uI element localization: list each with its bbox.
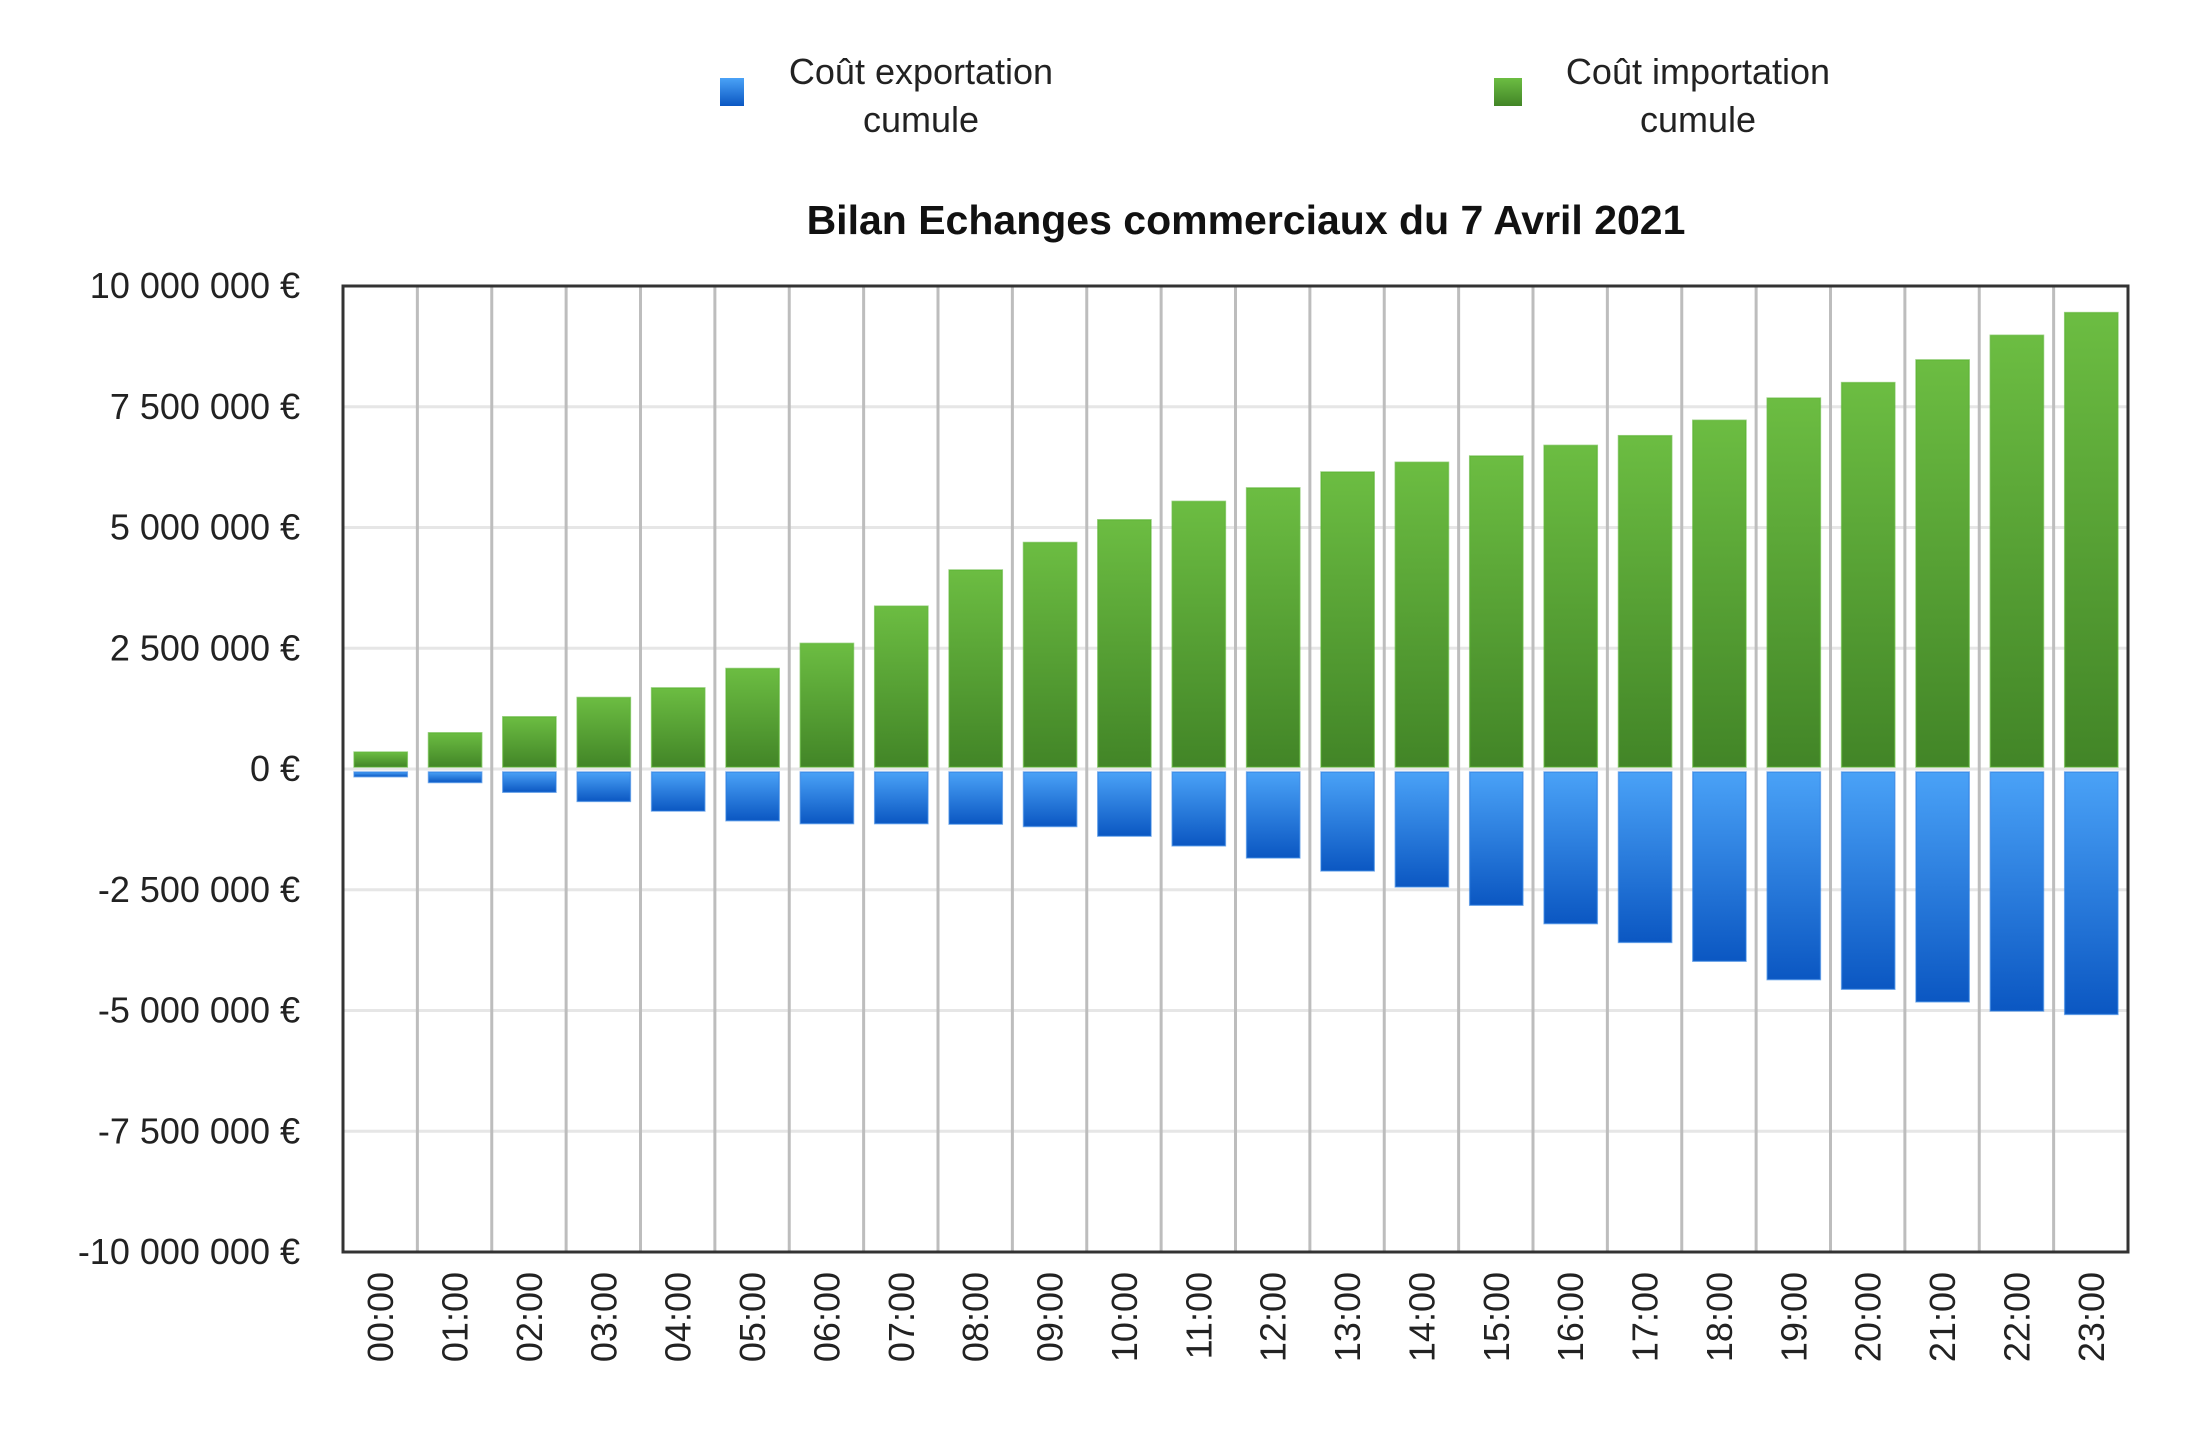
bar-export-03:00[interactable]	[576, 771, 632, 803]
x-tick-label: 22:00	[1996, 1272, 2037, 1362]
bar-import-05:00[interactable]	[725, 667, 780, 768]
bar-import-03:00[interactable]	[576, 696, 632, 768]
x-tick-label: 20:00	[1848, 1272, 1889, 1362]
x-tick-label: 05:00	[732, 1272, 773, 1362]
x-tick-label: 08:00	[955, 1272, 996, 1362]
bar-export-17:00[interactable]	[1617, 771, 1673, 944]
legend-label-import-line1: Coût importation	[1566, 51, 1830, 92]
bar-import-10:00[interactable]	[1097, 519, 1152, 768]
legend-label-export-line2: cumule	[863, 99, 979, 140]
bar-import-19:00[interactable]	[1766, 397, 1822, 768]
bar-import-06:00[interactable]	[799, 642, 855, 768]
x-tick-label: 03:00	[583, 1272, 624, 1362]
x-tick-label: 16:00	[1550, 1272, 1591, 1362]
x-tick-label: 11:00	[1178, 1272, 1219, 1359]
bar-import-04:00[interactable]	[650, 687, 706, 768]
bar-import-20:00[interactable]	[1840, 381, 1896, 768]
bar-export-23:00[interactable]	[2063, 771, 2119, 1016]
x-tick-label: 13:00	[1327, 1272, 1368, 1362]
bar-export-10:00[interactable]	[1097, 771, 1152, 837]
bar-import-11:00[interactable]	[1171, 500, 1227, 768]
bar-import-21:00[interactable]	[1915, 359, 1970, 768]
x-tick-label: 01:00	[435, 1272, 476, 1362]
bar-import-09:00[interactable]	[1022, 541, 1078, 768]
x-tick-label: 06:00	[806, 1272, 847, 1362]
x-tick-label: 18:00	[1699, 1272, 1740, 1362]
y-tick-label: 5 000 000 €	[110, 507, 300, 548]
bar-export-21:00[interactable]	[1915, 771, 1970, 1003]
bar-import-18:00[interactable]	[1692, 419, 1747, 768]
bar-export-13:00[interactable]	[1320, 771, 1375, 872]
y-tick-label: 7 500 000 €	[110, 386, 300, 427]
bar-import-17:00[interactable]	[1617, 434, 1673, 768]
bar-import-22:00[interactable]	[1989, 334, 2045, 768]
bar-import-16:00[interactable]	[1543, 444, 1599, 768]
bar-export-02:00[interactable]	[502, 771, 557, 793]
bar-import-07:00[interactable]	[873, 605, 929, 768]
bar-import-15:00[interactable]	[1468, 455, 1524, 768]
x-tick-label: 14:00	[1401, 1272, 1442, 1362]
bar-export-19:00[interactable]	[1766, 771, 1822, 981]
bar-import-00:00[interactable]	[353, 751, 409, 768]
legend-item-export[interactable]: Coût exportation cumule	[720, 51, 1053, 140]
y-axis-tick-labels: 10 000 000 € 7 500 000 € 5 000 000 € 2 500 …	[78, 265, 300, 1272]
bar-export-18:00[interactable]	[1692, 771, 1747, 962]
bar-export-08:00[interactable]	[948, 771, 1004, 825]
x-axis-tick-labels: 00:00 01:00 02:00 03:00 04:00 05:00 06:00 07:00…	[360, 1272, 2112, 1362]
legend-label-export-line1: Coût exportation	[789, 51, 1053, 92]
bar-export-06:00[interactable]	[799, 771, 855, 825]
bar-export-09:00[interactable]	[1022, 771, 1078, 828]
bar-export-01:00[interactable]	[427, 771, 483, 784]
x-tick-label: 04:00	[658, 1272, 699, 1362]
legend-swatch-import	[1494, 78, 1522, 106]
y-tick-label: -5 000 000 €	[98, 990, 300, 1031]
bar-import-01:00[interactable]	[427, 732, 483, 768]
x-tick-label: 10:00	[1104, 1272, 1145, 1362]
x-tick-label: 23:00	[2071, 1272, 2112, 1362]
x-tick-label: 12:00	[1253, 1272, 1294, 1362]
x-tick-label: 00:00	[360, 1272, 401, 1362]
bars	[353, 311, 2119, 1016]
x-tick-label: 02:00	[509, 1272, 550, 1362]
legend-label-import-line2: cumule	[1640, 99, 1756, 140]
bar-export-00:00[interactable]	[353, 771, 409, 778]
x-tick-label: 07:00	[881, 1272, 922, 1362]
bar-export-11:00[interactable]	[1171, 771, 1227, 847]
x-tick-label: 09:00	[1030, 1272, 1071, 1362]
legend-item-import[interactable]: Coût importation cumule	[1494, 51, 1830, 140]
vertical-gridlines	[415, 286, 2056, 1252]
plot-frame	[341, 284, 2130, 1254]
y-tick-label: 0 €	[250, 748, 300, 789]
bar-export-15:00[interactable]	[1468, 771, 1524, 906]
bar-import-02:00[interactable]	[502, 716, 557, 768]
x-tick-label: 17:00	[1625, 1272, 1666, 1362]
y-tick-label: 10 000 000 €	[90, 265, 300, 306]
bar-export-07:00[interactable]	[873, 771, 929, 825]
y-tick-label: -7 500 000 €	[98, 1110, 300, 1151]
bar-export-16:00[interactable]	[1543, 771, 1599, 925]
bar-export-22:00[interactable]	[1989, 771, 2045, 1012]
legend-swatch-export	[720, 78, 744, 106]
chart-title: Bilan Echanges commerciaux du 7 Avril 20…	[807, 197, 1686, 243]
bar-import-13:00[interactable]	[1320, 471, 1375, 768]
y-tick-label: 2 500 000 €	[110, 627, 300, 668]
bar-export-04:00[interactable]	[650, 771, 706, 812]
bar-export-05:00[interactable]	[725, 771, 780, 822]
y-tick-label: -10 000 000 €	[78, 1231, 300, 1272]
bar-import-12:00[interactable]	[1245, 487, 1301, 768]
x-tick-label: 15:00	[1476, 1272, 1517, 1362]
x-tick-label: 21:00	[1922, 1272, 1963, 1362]
bar-export-14:00[interactable]	[1394, 771, 1450, 888]
bar-export-20:00[interactable]	[1840, 771, 1896, 990]
legend: Coût exportation cumule Coût importation…	[720, 51, 1830, 140]
bar-export-12:00[interactable]	[1245, 771, 1301, 859]
bar-import-23:00[interactable]	[2063, 311, 2119, 768]
x-tick-label: 19:00	[1773, 1272, 1814, 1362]
bar-import-14:00[interactable]	[1394, 461, 1450, 768]
y-tick-label: -2 500 000 €	[98, 869, 300, 910]
bar-import-08:00[interactable]	[948, 569, 1004, 768]
